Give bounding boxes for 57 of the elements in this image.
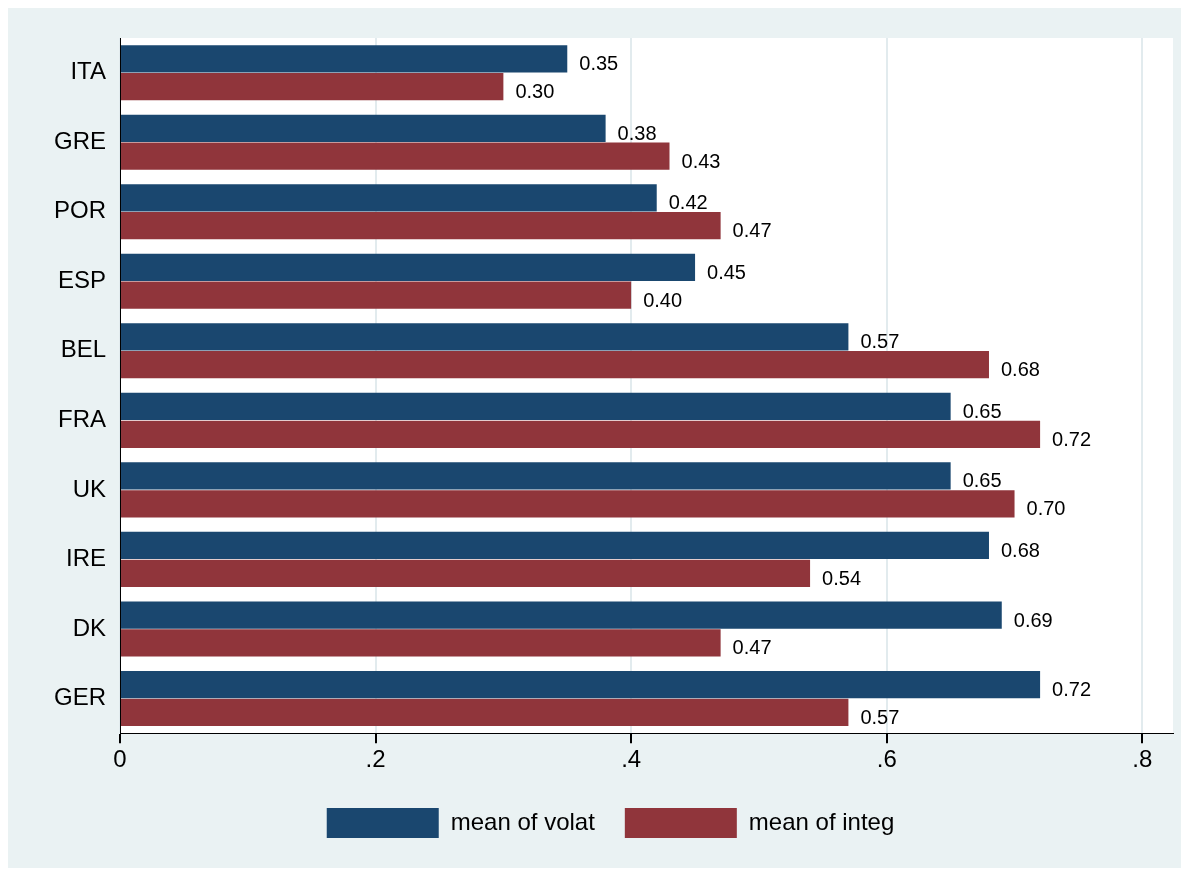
- bar: [121, 392, 951, 421]
- bar: [121, 212, 721, 240]
- bar: [121, 114, 606, 142]
- data-label: 0.30: [515, 80, 555, 103]
- y-tick-label: IRE: [65, 544, 107, 572]
- bar: [121, 142, 670, 170]
- data-label: 0.38: [617, 121, 657, 144]
- y-tick-label: GER: [53, 683, 107, 711]
- y-tick-label: POR: [53, 196, 107, 224]
- y-tick-label: UK: [72, 474, 107, 502]
- x-tick-label: .8: [1132, 745, 1153, 773]
- y-tick-label: GRE: [53, 126, 107, 154]
- data-label: 0.72: [1052, 427, 1092, 450]
- data-label: 0.69: [1013, 608, 1053, 631]
- bar: [121, 420, 1041, 448]
- data-label: 0.68: [1000, 539, 1040, 562]
- bar: [121, 462, 951, 490]
- y-tick-label: ESP: [57, 265, 107, 293]
- legend-label: mean of volat: [450, 807, 596, 835]
- data-label: 0.40: [643, 288, 683, 311]
- bar: [121, 629, 721, 657]
- bar: [121, 323, 849, 351]
- data-label: 0.65: [962, 399, 1002, 422]
- x-tick-label: .6: [876, 745, 897, 773]
- data-label: 0.54: [822, 566, 862, 589]
- bar: [121, 601, 1002, 629]
- bar: [121, 559, 811, 587]
- bar: [121, 73, 504, 101]
- data-label: 0.57: [860, 705, 900, 728]
- bar: [121, 531, 989, 560]
- legend-label: mean of integ: [748, 807, 895, 835]
- data-label: 0.43: [681, 149, 721, 172]
- data-label: 0.47: [732, 219, 772, 242]
- data-label: 0.42: [668, 191, 708, 214]
- y-tick-label: ITA: [70, 57, 107, 85]
- data-label: 0.47: [732, 636, 772, 659]
- x-tick-label: .4: [621, 745, 642, 773]
- data-label: 0.68: [1000, 358, 1040, 381]
- data-label: 0.45: [707, 260, 746, 283]
- y-tick-label: BEL: [60, 335, 107, 363]
- x-tick-label: .2: [365, 745, 386, 773]
- bar: [121, 45, 568, 73]
- data-label: 0.65: [962, 469, 1002, 492]
- data-label: 0.72: [1052, 678, 1092, 701]
- x-tick-label: 0: [113, 745, 127, 773]
- bar: [121, 490, 1015, 518]
- bar: [121, 698, 849, 726]
- bar: [121, 253, 696, 282]
- bar: [121, 670, 1041, 699]
- y-tick-label: FRA: [58, 404, 107, 432]
- bar: [121, 281, 632, 309]
- bar: [121, 184, 657, 212]
- bar: [121, 351, 989, 379]
- data-label: 0.35: [579, 52, 619, 75]
- data-label: 0.57: [860, 330, 900, 353]
- y-tick-label: DK: [72, 613, 107, 641]
- data-label: 0.70: [1026, 497, 1066, 520]
